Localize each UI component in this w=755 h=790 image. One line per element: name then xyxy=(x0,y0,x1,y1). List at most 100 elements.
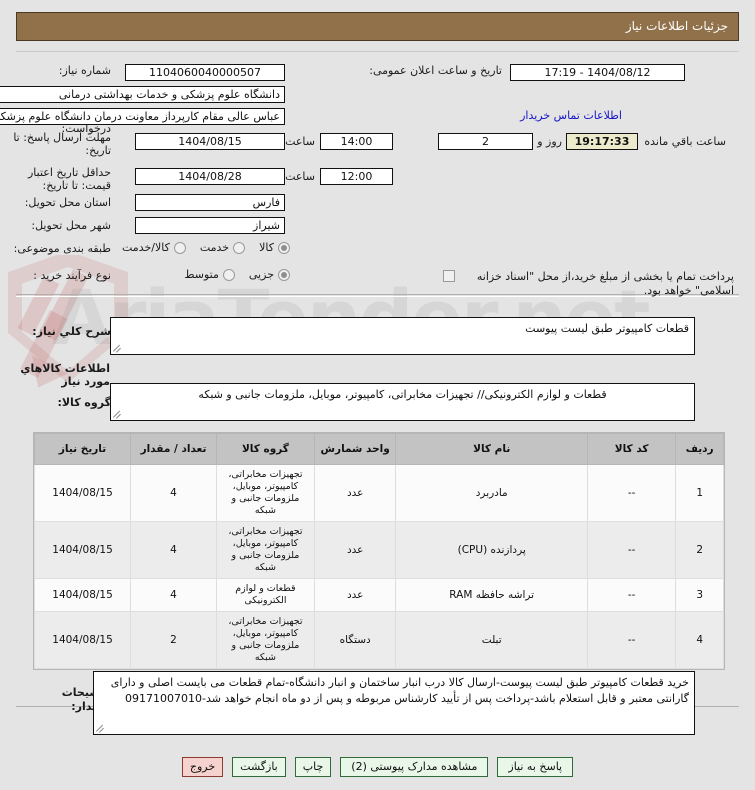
table-row[interactable]: 2 -- پردازنده (CPU) عدد تجهیزات مخابراتی، کا… xyxy=(33,521,724,579)
remaining-time-label: ساعت باقي مانده xyxy=(644,135,726,148)
general-desc-value: قطعات کامپیوتر طبق لیست پیوست xyxy=(525,322,689,335)
table-cell-index: 1 xyxy=(675,464,724,522)
table-cell-qty: 4 xyxy=(130,464,217,522)
requester-field[interactable]: عباس عالی مقام کارپرداز معاونت درمان دان… xyxy=(0,108,285,125)
category-option-label: کالا/خدمت xyxy=(122,241,170,254)
table-header-6: تاریخ نیاز xyxy=(33,433,132,465)
table-header-row: ردیف کد کالا نام کالا واحد شمارش گروه کالا تع… xyxy=(33,433,724,465)
table-header-1: کد کالا xyxy=(586,433,677,465)
process-radio-icon[interactable] xyxy=(278,268,290,281)
category-option-0[interactable]: کالا xyxy=(259,241,290,254)
table-header-3: واحد شمارش xyxy=(313,433,397,465)
goods-group-label: گروه کالا: xyxy=(57,396,111,409)
footer-button-0[interactable]: پاسخ به نیاز xyxy=(497,757,574,777)
buyer-notes-textarea[interactable]: خرید قطعات کامپیوتر طبق لیست پیوست-ارسال… xyxy=(93,671,695,735)
announce-datetime-label: تاریخ و ساعت اعلان عمومی: xyxy=(369,64,502,77)
footer-button-bar: پاسخ به نیاز مشاهده مدارک پیوستی (2) چاپ با… xyxy=(0,757,755,777)
process-option-1[interactable]: متوسط xyxy=(184,268,235,281)
province-field[interactable]: فارس xyxy=(135,194,285,211)
process-option-0[interactable]: جزیی xyxy=(249,268,290,281)
table-cell-qty: 4 xyxy=(130,521,217,579)
table-cell-index: 4 xyxy=(675,611,724,669)
table-cell-name: تبلت xyxy=(395,611,588,669)
process-option-label: جزیی xyxy=(248,268,274,281)
table-cell-group: تجهیزات مخابراتی، کامپیوتر، موبایل، ملزو… xyxy=(215,464,315,522)
treasury-checkbox[interactable] xyxy=(443,270,455,282)
footer-button-3[interactable]: بازگشت xyxy=(232,757,286,777)
page-title: جزئیات اطلاعات نیاز xyxy=(16,12,739,41)
table-row[interactable]: 3 -- تراشه حافظه RAM عدد قطعات و لوازم الکتر… xyxy=(33,578,724,612)
need-number-label: شماره نیاز: xyxy=(58,64,111,77)
need-number-field[interactable]: 1104060040000507 xyxy=(125,64,285,81)
category-radio-icon[interactable] xyxy=(233,241,246,254)
min-price-validity-hour-label: ساعت xyxy=(285,170,315,183)
category-radio-group: کالا خدمت کالا/خدمت xyxy=(108,241,290,254)
table-cell-code: -- xyxy=(586,464,677,522)
announce-datetime-field[interactable]: 1404/08/12 - 17:19 xyxy=(510,64,685,81)
remaining-days-field[interactable]: 2 xyxy=(438,133,533,150)
category-radio-icon[interactable] xyxy=(278,241,290,254)
top-info-panel xyxy=(16,51,739,295)
table-cell-need_date: 1404/08/15 xyxy=(33,521,132,579)
table-cell-need_date: 1404/08/15 xyxy=(33,578,132,612)
table-cell-code: -- xyxy=(586,578,677,612)
table-header-5: تعداد / مقدار xyxy=(130,433,217,465)
table-cell-name: پردازنده (CPU) xyxy=(395,521,588,579)
items-table: ردیف کد کالا نام کالا واحد شمارش گروه کالا تع… xyxy=(33,433,724,669)
table-cell-unit: دستگاه xyxy=(313,611,397,669)
table-cell-name: تراشه حافظه RAM xyxy=(395,578,588,612)
province-label: استان محل تحویل: xyxy=(24,196,111,209)
table-cell-code: -- xyxy=(586,521,677,579)
table-cell-qty: 4 xyxy=(130,578,217,612)
table-cell-code: -- xyxy=(586,611,677,669)
category-option-1[interactable]: خدمت xyxy=(199,241,246,254)
table-cell-need_date: 1404/08/15 xyxy=(33,611,132,669)
table-row[interactable]: 4 -- تبلت دستگاه تجهیزات مخابراتی، کامپیوتر،… xyxy=(33,611,724,669)
category-option-label: کالا xyxy=(259,241,274,254)
goods-info-heading: اطلاعات کالاهاي مورد نیاز xyxy=(20,362,110,388)
items-table-wrapper: ردیف کد کالا نام کالا واحد شمارش گروه کالا تع… xyxy=(33,432,725,670)
city-label: شهر محل تحویل: xyxy=(31,219,111,232)
response-deadline-label: مهلت ارسال پاسخ: تا تاریخ: xyxy=(13,131,111,157)
table-header-0: ردیف xyxy=(675,433,724,465)
category-option-2[interactable]: کالا/خدمت xyxy=(122,241,186,254)
table-cell-unit: عدد xyxy=(313,521,397,579)
min-price-validity-label: حداقل تاریخ اعتبار قیمت: تا تاریخ: xyxy=(27,166,111,192)
table-cell-index: 3 xyxy=(675,578,724,612)
table-header-4: گروه کالا xyxy=(215,433,315,465)
category-label: طبقه بندی موضوعی: xyxy=(13,242,111,255)
buyer-org-field[interactable]: دانشگاه علوم پزشکی و خدمات بهداشتی درمان… xyxy=(0,86,285,103)
min-price-validity-time-field[interactable]: 12:00 xyxy=(320,168,393,185)
response-deadline-time-field[interactable]: 14:00 xyxy=(320,133,393,150)
city-field[interactable]: شیراز xyxy=(135,217,285,234)
table-header-2: نام کالا xyxy=(395,433,588,465)
table-cell-need_date: 1404/08/15 xyxy=(33,464,132,522)
min-price-validity-date-field[interactable]: 1404/08/28 xyxy=(135,168,285,185)
resize-grip-icon[interactable] xyxy=(113,410,122,419)
table-cell-group: قطعات و لوازم الکترونیکی xyxy=(215,578,315,612)
category-radio-icon[interactable] xyxy=(173,241,186,254)
goods-group-textarea[interactable]: قطعات و لوازم الکترونیکی// تجهیزات مخابر… xyxy=(110,383,695,421)
response-deadline-hour-label: ساعت xyxy=(285,135,315,148)
table-cell-unit: عدد xyxy=(313,578,397,612)
footer-button-4[interactable]: خروج xyxy=(181,757,224,777)
process-radio-icon[interactable] xyxy=(222,268,235,281)
table-cell-group: تجهیزات مخابراتی، کامپیوتر، موبایل، ملزو… xyxy=(215,611,315,669)
general-desc-textarea[interactable]: قطعات کامپیوتر طبق لیست پیوست xyxy=(110,317,695,355)
resize-grip-icon[interactable] xyxy=(96,724,105,733)
category-option-label: خدمت xyxy=(199,241,230,254)
table-cell-group: تجهیزات مخابراتی، کامپیوتر، موبایل، ملزو… xyxy=(215,521,315,579)
treasury-checkbox-label: پرداخت تمام یا بخشی از مبلغ خرید،از محل … xyxy=(476,270,734,297)
remaining-days-label: روز و xyxy=(537,135,562,148)
table-cell-unit: عدد xyxy=(313,464,397,522)
table-cell-name: مادربرد xyxy=(395,464,588,522)
resize-grip-icon[interactable] xyxy=(113,344,122,353)
buyer-notes-value: خرید قطعات کامپیوتر طبق لیست پیوست-ارسال… xyxy=(110,676,689,705)
table-cell-index: 2 xyxy=(675,521,724,579)
footer-button-1[interactable]: مشاهده مدارک پیوستی (2) xyxy=(340,757,489,777)
buyer-contact-link[interactable]: اطلاعات تماس خریدار xyxy=(520,109,622,122)
general-desc-label: شرح کلي نیاز: xyxy=(32,325,111,338)
table-row[interactable]: 1 -- مادربرد عدد تجهیزات مخابراتی، کامپیوتر،… xyxy=(33,464,724,522)
response-deadline-date-field[interactable]: 1404/08/15 xyxy=(135,133,285,150)
footer-button-2[interactable]: چاپ xyxy=(294,757,332,777)
